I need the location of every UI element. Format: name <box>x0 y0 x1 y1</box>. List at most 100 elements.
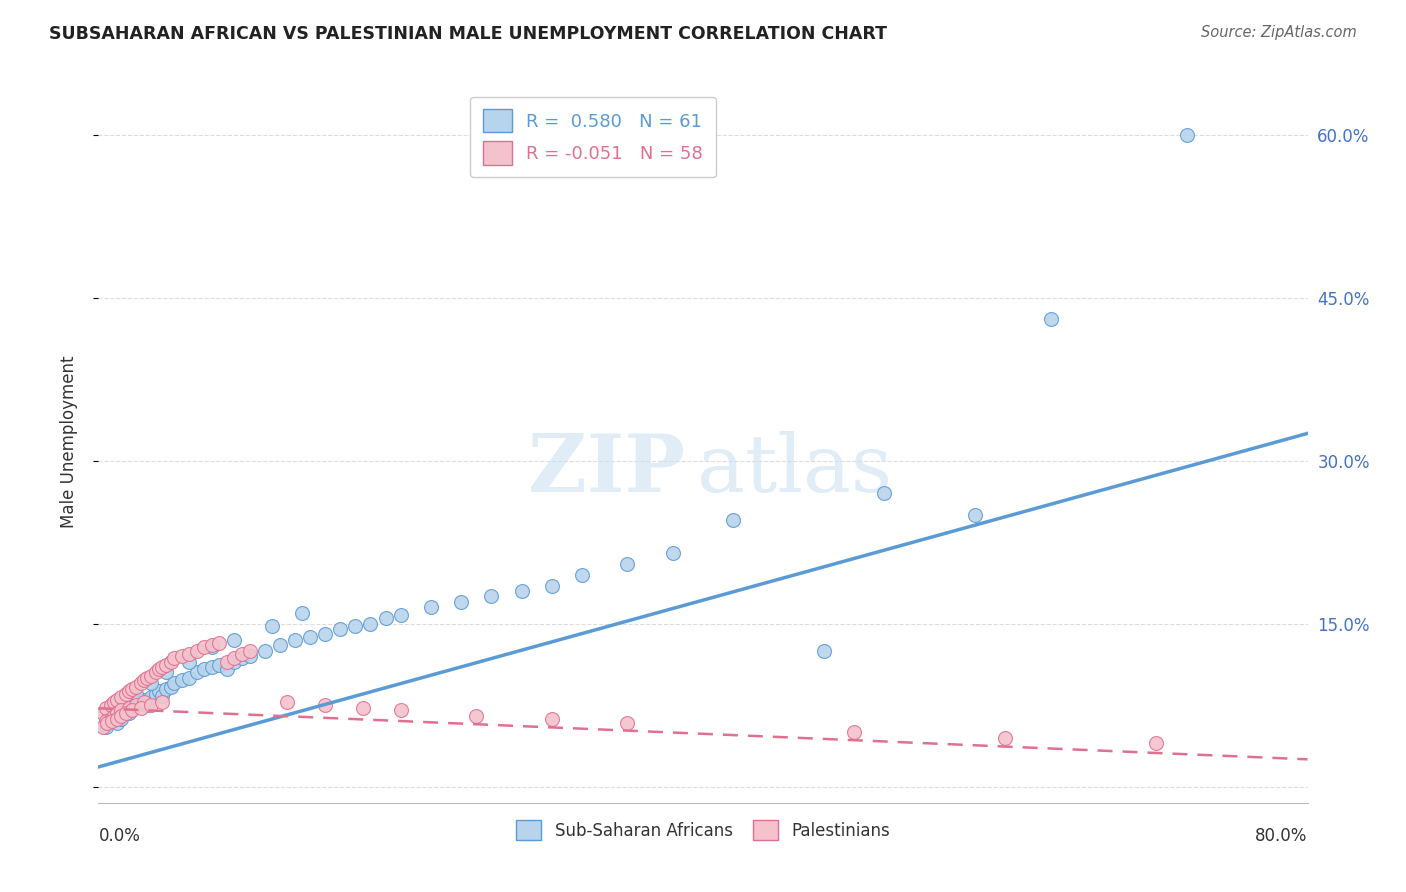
Point <box>135 698 157 712</box>
Point <box>141 668 163 682</box>
Point <box>1039 312 1062 326</box>
Point <box>145 687 167 701</box>
Point <box>121 681 143 696</box>
Point <box>873 486 896 500</box>
Text: SUBSAHARAN AFRICAN VS PALESTINIAN MALE UNEMPLOYMENT CORRELATION CHART: SUBSAHARAN AFRICAN VS PALESTINIAN MALE U… <box>49 25 887 43</box>
Point <box>132 692 155 706</box>
Point <box>94 701 117 715</box>
Point <box>224 655 246 669</box>
Point <box>129 676 152 690</box>
Point <box>201 640 224 655</box>
Point <box>201 638 224 652</box>
Point <box>813 643 835 657</box>
Point <box>118 684 141 698</box>
Point <box>844 725 866 739</box>
Point <box>215 655 238 669</box>
Point <box>616 557 638 571</box>
Point <box>105 706 128 720</box>
Point <box>129 701 152 715</box>
Point <box>269 638 291 652</box>
Point <box>163 651 186 665</box>
Point <box>276 695 298 709</box>
Point <box>314 627 336 641</box>
Point <box>114 706 136 720</box>
Point <box>155 657 177 672</box>
Point <box>389 703 412 717</box>
Point <box>215 662 238 676</box>
Point <box>360 616 382 631</box>
Point <box>262 618 284 632</box>
Point <box>110 703 132 717</box>
Point <box>141 690 163 705</box>
Point <box>110 712 132 726</box>
Text: 80.0%: 80.0% <box>1256 827 1308 845</box>
Point <box>129 695 152 709</box>
Point <box>148 662 170 676</box>
Point <box>94 720 117 734</box>
Point <box>141 676 163 690</box>
Point <box>224 632 246 647</box>
Point <box>101 714 124 729</box>
Point <box>1144 736 1167 750</box>
Point <box>231 651 253 665</box>
Point <box>125 698 148 712</box>
Point <box>100 698 122 712</box>
Point <box>114 703 136 717</box>
Point <box>179 647 201 661</box>
Point <box>100 714 122 729</box>
Point <box>224 651 246 665</box>
Point <box>155 681 177 696</box>
Text: Source: ZipAtlas.com: Source: ZipAtlas.com <box>1201 25 1357 40</box>
Point <box>148 684 170 698</box>
Point <box>994 731 1017 745</box>
Point <box>344 618 367 632</box>
Point <box>420 600 443 615</box>
Point <box>100 712 122 726</box>
Point <box>540 712 562 726</box>
Point <box>91 706 114 720</box>
Text: 0.0%: 0.0% <box>98 827 141 845</box>
Point <box>231 647 253 661</box>
Point <box>239 643 262 657</box>
Point <box>374 611 396 625</box>
Point <box>352 701 374 715</box>
Point <box>103 695 125 709</box>
Point <box>145 665 167 680</box>
Point <box>170 673 193 687</box>
Point <box>465 709 488 723</box>
Point <box>201 660 224 674</box>
Point <box>208 657 231 672</box>
Point <box>239 649 262 664</box>
Point <box>105 712 128 726</box>
Point <box>186 665 208 680</box>
Point <box>193 640 215 655</box>
Y-axis label: Male Unemployment: Male Unemployment <box>59 355 77 528</box>
Point <box>179 671 201 685</box>
Point <box>186 643 208 657</box>
Point <box>121 701 143 715</box>
Text: atlas: atlas <box>697 432 891 509</box>
Point <box>105 692 128 706</box>
Point <box>481 590 503 604</box>
Point <box>208 636 231 650</box>
Point <box>132 695 155 709</box>
Point <box>118 706 141 720</box>
Point <box>118 701 141 715</box>
Point <box>510 583 533 598</box>
Point <box>110 690 132 705</box>
Point <box>132 673 155 687</box>
Point <box>314 698 336 712</box>
Point <box>540 578 562 592</box>
Point <box>125 687 148 701</box>
Point <box>723 513 745 527</box>
Point <box>160 680 183 694</box>
Point <box>661 546 683 560</box>
Point <box>91 720 114 734</box>
Point <box>135 671 157 685</box>
Point <box>103 709 125 723</box>
Point <box>114 687 136 701</box>
Point <box>160 655 183 669</box>
Point <box>571 567 593 582</box>
Point <box>179 655 201 669</box>
Legend: Sub-Saharan Africans, Palestinians: Sub-Saharan Africans, Palestinians <box>508 812 898 848</box>
